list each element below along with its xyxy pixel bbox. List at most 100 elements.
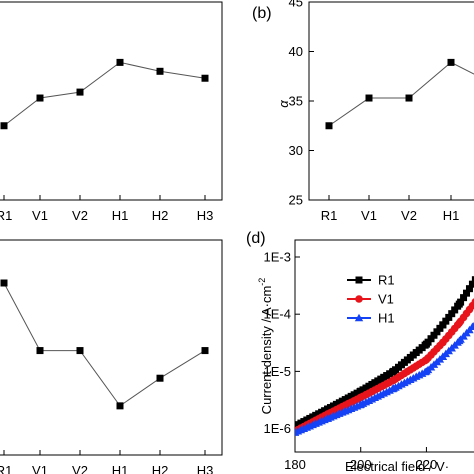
panel-d-curve-marker	[465, 285, 473, 293]
panel-b-y-axis-label: α	[276, 100, 291, 108]
panel-b-y-tick-label: 40	[289, 44, 303, 59]
legend-label: V1	[378, 292, 394, 307]
panel-d-data-point	[356, 400, 365, 409]
panel-b-y-tick-label: 25	[289, 193, 303, 208]
panel-c-x-tick-label: R1	[0, 463, 12, 474]
panel-a: R1 V1 V2 H1 H2 H3	[0, 1, 223, 223]
panel-c-series-line	[3, 282, 206, 407]
panel-c-x-tick-label: H1	[112, 463, 129, 474]
legend-swatch-marker	[355, 276, 363, 284]
panel-a-data-point	[201, 74, 209, 82]
panel-a-data-point	[0, 122, 8, 130]
panel-d-y-tick-label: 1E-5	[264, 364, 291, 379]
panel-d-y-tick-label: 1E-4	[264, 307, 291, 322]
panel-d-y-tick-label: 1E-3	[264, 250, 291, 265]
panel-d-x-axis-label: Electrical field / V·	[345, 459, 449, 474]
panel-d-data-point	[295, 428, 300, 436]
panel-d-data-point	[438, 352, 448, 360]
panel-c-x-tick-label: H2	[152, 463, 169, 474]
panel-d-y-tick-label: 1E-6	[264, 421, 291, 436]
panel-c-data-point	[0, 279, 8, 287]
panel-b-data-point	[447, 58, 455, 66]
panel-d-curve-marker	[471, 321, 474, 327]
panel-d-curve-marker	[471, 276, 474, 284]
panel-d-data-point	[439, 338, 447, 347]
panel-b-x-tick-label: V1	[361, 208, 377, 223]
panel-c-series	[0, 279, 209, 410]
panel-d-x-tick-label: 180	[284, 457, 306, 472]
panel-c-data-point	[156, 374, 164, 382]
panel-d-y-axis-label-main: Current density / A·cm	[259, 286, 274, 415]
panel-c-x-tick-label: V1	[32, 463, 48, 474]
panel-b-data-point	[325, 122, 333, 130]
panel-b-series	[325, 58, 474, 130]
panel-d-x-tick-label: 220	[416, 457, 438, 472]
panel-a-data-point	[76, 88, 84, 96]
panel-d-curve-marker	[463, 289, 471, 297]
panel-d-data-point	[439, 321, 447, 329]
panel-d-label: (d)	[246, 230, 266, 247]
panel-b-x-tick-label: H1	[443, 208, 460, 223]
panel-a-x-tick-label: H3	[197, 208, 214, 223]
panel-d-data-point	[422, 367, 431, 375]
legend-label: H1	[378, 311, 395, 326]
panel-a-x-tick-label: R1	[0, 208, 12, 223]
panel-b-x-tick-label: V2	[401, 208, 417, 223]
panel-d-series-R1	[295, 276, 474, 430]
panel-b-data-point	[365, 94, 373, 102]
panel-d-y-axis-label: Current density / A·cm-2	[257, 278, 274, 415]
panel-b-data-point	[405, 94, 413, 102]
panel-d-series-H1	[295, 321, 474, 436]
panel-d-data-point	[455, 319, 464, 327]
panel-b-y-tick-label: 30	[289, 143, 303, 158]
panel-b-series-line	[328, 61, 474, 127]
panel-d-curve-marker	[460, 294, 468, 302]
panel-d: (d) Current density / A·cm-2 Electrical …	[246, 230, 474, 474]
panel-d-y-axis-label-sup: -2	[257, 278, 267, 286]
panel-a-data-point	[116, 58, 124, 66]
panel-d-data-point	[356, 393, 365, 402]
panel-d-curve-marker	[445, 313, 453, 321]
legend-swatch-marker	[355, 295, 363, 303]
panel-d-series-V1	[295, 298, 474, 435]
panel-a-data-point	[156, 67, 164, 75]
panel-c-x-tick-label: H3	[197, 463, 214, 474]
panel-a-data-point	[36, 94, 44, 102]
panel-d-curve-marker	[451, 306, 459, 314]
panel-c-x-tick-label: V2	[72, 463, 88, 474]
panel-d-data-point	[422, 355, 431, 364]
panel-d-data-point	[324, 405, 332, 413]
panel-d-curve-marker	[448, 310, 456, 318]
panel-b-x-tick-label: R1	[321, 208, 338, 223]
panel-c-data-point	[116, 402, 124, 410]
panel-d-curve-marker	[471, 298, 474, 306]
panel-a-x-tick-label: H2	[152, 208, 169, 223]
panel-d-data-point	[389, 384, 398, 392]
panel-a-x-tick-label: V2	[72, 208, 88, 223]
panel-d-curve-marker	[468, 280, 474, 288]
panel-d-curve-marker	[442, 317, 450, 325]
panel-a-x-tick-label: V1	[32, 208, 48, 223]
panel-d-data-point	[389, 376, 398, 385]
legend-label: R1	[378, 273, 395, 288]
panel-d-x-tick-label: 200	[350, 457, 372, 472]
panel-b-y-tick-label: 35	[289, 94, 303, 109]
panel-d-data-point	[455, 300, 463, 308]
panel-a-x-tick-label: H1	[112, 208, 129, 223]
panel-d-frame	[294, 239, 474, 453]
panel-d-data-point	[422, 340, 430, 348]
panel-d-data-point	[455, 336, 464, 345]
panel-c-data-point	[36, 347, 44, 355]
panel-d-data-point	[323, 414, 333, 422]
panel-b-y-tick-label: 45	[289, 0, 303, 10]
panel-c: R1 V1 V2 H1 H2 H3	[0, 239, 223, 474]
panel-a-series-line	[3, 61, 206, 127]
panel-c-data-point	[201, 347, 209, 355]
legend-swatch-marker	[354, 313, 364, 322]
panel-a-series	[0, 58, 209, 130]
panel-b-frame	[308, 1, 474, 201]
panel-c-frame	[0, 239, 223, 456]
panel-d-data-point	[390, 367, 398, 375]
